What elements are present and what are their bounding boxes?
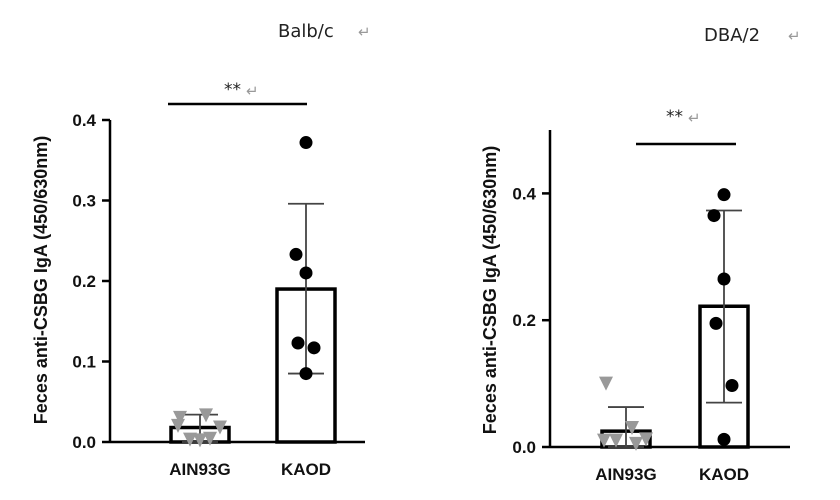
data-point <box>299 367 313 381</box>
data-points <box>171 136 321 448</box>
return-mark: ↵ <box>688 109 701 127</box>
data-point <box>599 376 613 391</box>
x-category-label: KAOD <box>281 460 331 479</box>
y-ticks: 0.0 0.2 0.4 <box>512 184 550 457</box>
y-axis-label: Feces anti-CSBG IgA (450/630nm) <box>480 146 500 434</box>
x-category-label: AIN93G <box>595 465 656 484</box>
data-point <box>725 379 739 393</box>
data-point <box>709 316 723 330</box>
x-categories: AIN93G KAOD <box>169 460 331 479</box>
data-point <box>291 336 305 350</box>
data-point <box>625 420 639 435</box>
data-point <box>639 432 653 447</box>
data-point <box>173 410 187 425</box>
data-point <box>203 431 217 446</box>
data-point <box>717 432 731 446</box>
y-tick-label: 0.4 <box>512 184 536 203</box>
bars <box>600 304 750 449</box>
y-tick-label: 0.2 <box>512 311 536 330</box>
data-points <box>597 188 739 451</box>
panel-title: Balb/c <box>278 21 334 42</box>
y-tick-label: 0.0 <box>72 433 96 452</box>
y-tick-label: 0.2 <box>72 272 96 291</box>
bars <box>169 287 337 444</box>
data-point <box>629 436 643 451</box>
y-tick-label: 0.3 <box>72 192 96 211</box>
y-tick-label: 0.0 <box>512 438 536 457</box>
data-point <box>299 266 313 280</box>
panel-balbc: Balb/c ↵ ** ↵ Feces anti-CSBG IgA (450/6… <box>31 21 371 479</box>
data-point <box>717 272 731 286</box>
return-mark: ↵ <box>246 82 259 100</box>
y-ticks: 0.0 0.1 0.2 0.3 0.4 <box>72 111 110 452</box>
data-point <box>609 433 623 448</box>
x-categories: AIN93G KAOD <box>595 465 749 484</box>
data-point <box>289 247 303 261</box>
y-tick-label: 0.1 <box>72 353 96 372</box>
panel-title: DBA/2 <box>704 25 760 46</box>
data-point <box>597 433 611 448</box>
data-point <box>717 188 731 202</box>
error-bars <box>608 209 742 448</box>
y-tick-label: 0.4 <box>72 111 96 130</box>
x-category-label: AIN93G <box>169 460 230 479</box>
significance-label: ** <box>224 80 241 100</box>
data-point <box>193 433 207 448</box>
panel-dba2: DBA/2 ↵ ** ↵ Feces anti-CSBG IgA (450/63… <box>480 25 801 484</box>
data-point <box>707 209 721 223</box>
significance-label: ** <box>666 107 683 127</box>
data-point <box>171 418 185 433</box>
data-point <box>183 432 197 447</box>
data-point <box>213 420 227 435</box>
data-point <box>199 408 213 423</box>
return-mark: ↵ <box>358 23 371 41</box>
data-point <box>299 136 313 150</box>
return-mark: ↵ <box>788 27 801 45</box>
x-category-label: KAOD <box>699 465 749 484</box>
y-axis-label: Feces anti-CSBG IgA (450/630nm) <box>31 136 51 424</box>
data-point <box>307 341 321 355</box>
